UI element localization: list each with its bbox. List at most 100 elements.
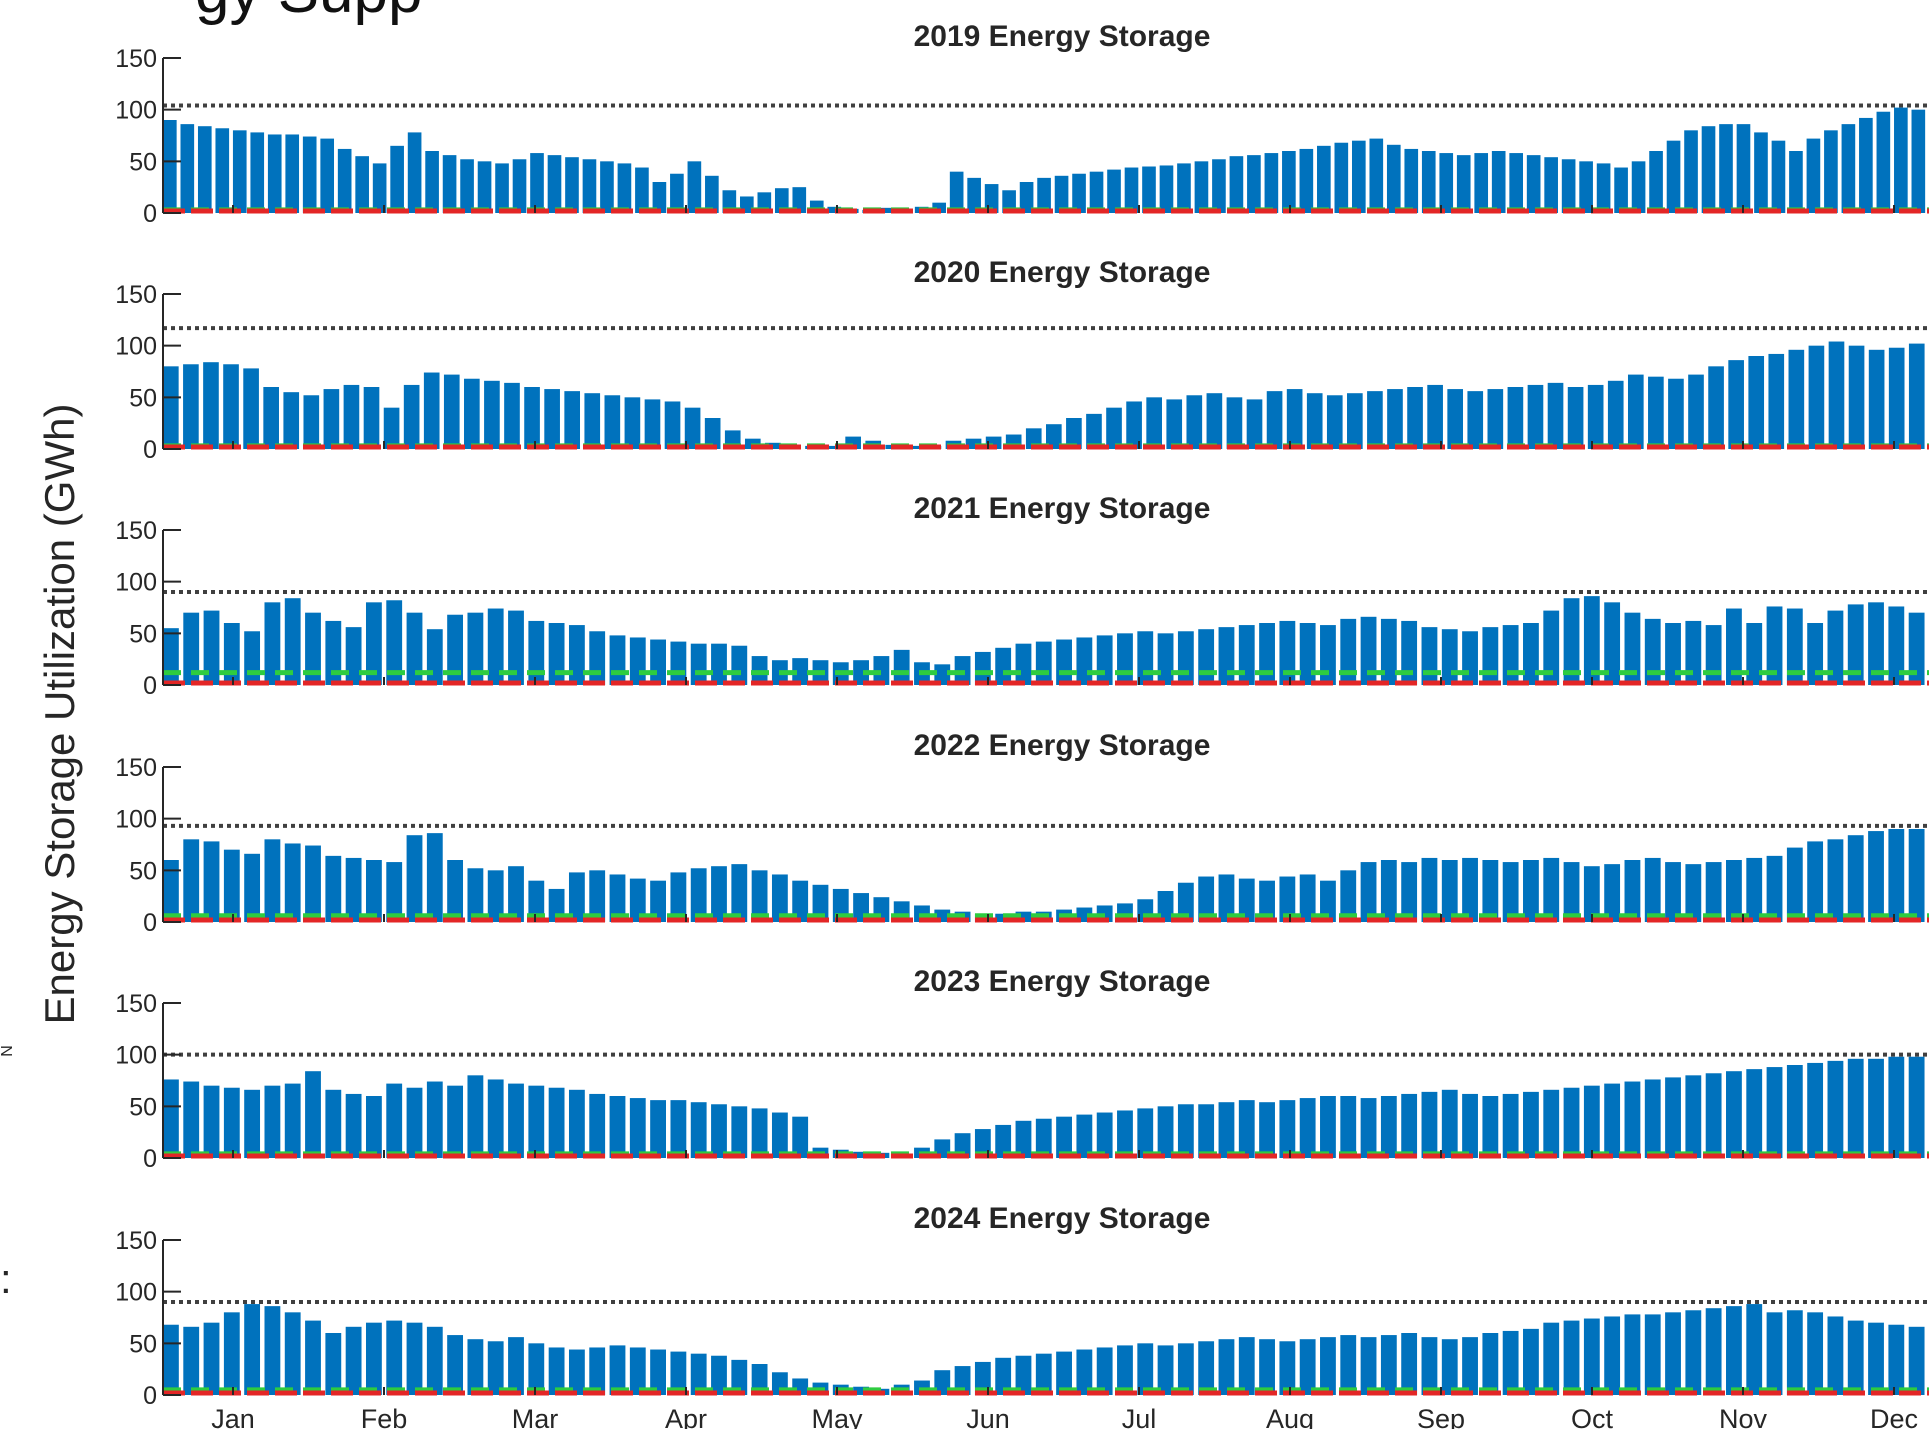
storage-bar	[629, 1098, 646, 1158]
chart-title: 2022 Energy Storage	[914, 729, 1211, 762]
storage-bar	[1705, 862, 1722, 922]
storage-bar	[264, 1085, 281, 1158]
storage-bar	[284, 843, 301, 922]
storage-bar	[1523, 1091, 1539, 1158]
storage-bar	[1056, 1351, 1072, 1395]
storage-bar	[1746, 857, 1763, 922]
storage-bar	[827, 206, 842, 213]
storage-bar	[1177, 1104, 1194, 1158]
storage-bar	[1701, 126, 1716, 213]
storage-bar	[528, 1343, 545, 1395]
x-tick-label: Aug	[1266, 1404, 1314, 1429]
storage-bar	[464, 378, 480, 449]
chart-title: 2021 Energy Storage	[914, 492, 1211, 525]
storage-bar	[1126, 401, 1142, 449]
storage-bar	[264, 602, 281, 685]
storage-bar	[1326, 395, 1343, 449]
storage-bar	[974, 1129, 991, 1158]
y-tick-label: 50	[129, 384, 157, 412]
storage-bar	[1299, 148, 1314, 213]
x-tick-label: Jul	[1122, 1404, 1157, 1429]
storage-bar	[163, 1079, 179, 1158]
storage-bar	[406, 1322, 423, 1395]
storage-bar	[1206, 393, 1223, 449]
storage-bar	[1786, 847, 1803, 922]
storage-bar	[949, 171, 964, 213]
storage-bar	[1911, 109, 1926, 213]
storage-bar	[1604, 864, 1621, 922]
storage-bar	[477, 161, 492, 213]
storage-bar	[1789, 151, 1803, 213]
storage-bar	[1746, 623, 1763, 685]
storage-bar	[589, 870, 606, 922]
storage-bar	[1218, 1339, 1235, 1395]
storage-bar	[1502, 1330, 1519, 1395]
x-tick-label: Sep	[1417, 1404, 1465, 1429]
y-tick-label: 150	[115, 990, 157, 1018]
storage-bar	[263, 387, 279, 449]
storage-bar	[1543, 1322, 1560, 1395]
storage-bar	[934, 1370, 951, 1395]
storage-bar	[1868, 1058, 1884, 1158]
storage-bar	[644, 399, 661, 449]
storage-bar	[1380, 618, 1397, 685]
storage-bar	[1806, 138, 1821, 213]
storage-bar	[1072, 173, 1086, 213]
storage-bar	[1644, 1079, 1661, 1158]
storage-bar	[1824, 130, 1838, 213]
storage-bar	[203, 362, 219, 449]
storage-bar	[792, 187, 807, 213]
storage-bar	[1908, 343, 1925, 449]
storage-bar	[589, 1093, 606, 1158]
storage-bar	[684, 407, 701, 449]
storage-bar	[751, 870, 768, 922]
storage-bar	[1198, 1341, 1215, 1395]
storage-bar	[1124, 167, 1139, 213]
storage-bar	[320, 138, 335, 213]
storage-bar	[1527, 384, 1544, 449]
storage-bar	[1456, 155, 1471, 213]
storage-bar	[568, 625, 585, 685]
y-tick-label: 50	[129, 857, 157, 885]
storage-bar	[1218, 1102, 1235, 1158]
y-tick-label: 100	[115, 1279, 157, 1307]
storage-bar	[1166, 399, 1183, 449]
storage-bar	[447, 1085, 464, 1158]
storage-bar	[1401, 862, 1418, 922]
storage-bar	[163, 366, 179, 449]
storage-bar	[974, 1361, 991, 1395]
storage-bar	[1421, 1337, 1438, 1395]
storage-bar	[825, 445, 841, 449]
storage-bar	[1137, 1343, 1154, 1395]
storage-bar	[1404, 148, 1419, 213]
storage-bar	[690, 643, 707, 685]
x-tick-label: Feb	[361, 1404, 408, 1429]
storage-bar	[1320, 880, 1336, 922]
storage-bar	[1056, 1116, 1072, 1158]
storage-bar	[652, 182, 667, 213]
storage-bar	[1462, 1093, 1478, 1158]
storage-bar	[1360, 1098, 1377, 1158]
storage-bar	[232, 130, 247, 213]
storage-bar	[589, 1347, 606, 1395]
storage-bar	[690, 1102, 707, 1158]
storage-bar	[1768, 353, 1785, 449]
storage-bar	[244, 631, 261, 685]
storage-bar	[1847, 1058, 1864, 1158]
storage-bar	[1137, 631, 1154, 685]
storage-bar	[879, 207, 894, 213]
storage-bar	[442, 155, 457, 213]
storage-bar	[1888, 1324, 1905, 1395]
storage-bar	[1264, 153, 1279, 213]
storage-bar	[423, 372, 440, 449]
storage-bar	[1347, 393, 1363, 449]
storage-bar	[650, 1349, 666, 1395]
storage-bar	[1015, 911, 1032, 922]
storage-bar	[467, 1075, 484, 1158]
storage-bar	[1487, 389, 1504, 449]
storage-bar	[1340, 870, 1357, 922]
storage-bar	[1474, 153, 1489, 213]
storage-bar	[771, 874, 788, 922]
